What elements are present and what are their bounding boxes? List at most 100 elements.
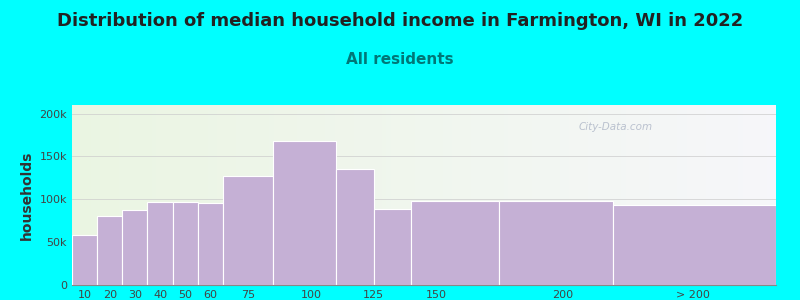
Bar	[194, 105, 198, 285]
Bar	[743, 105, 748, 285]
Bar	[110, 105, 114, 285]
Bar	[630, 105, 635, 285]
Bar	[288, 105, 293, 285]
Bar	[265, 105, 269, 285]
Bar	[640, 105, 645, 285]
Bar	[122, 210, 147, 285]
Bar	[157, 105, 161, 285]
Bar	[185, 105, 190, 285]
Bar	[236, 105, 241, 285]
Bar	[218, 105, 222, 285]
Bar	[175, 105, 180, 285]
Bar	[499, 201, 613, 285]
Bar	[82, 105, 86, 285]
Bar	[306, 105, 311, 285]
Bar	[738, 105, 743, 285]
Bar	[222, 105, 227, 285]
Bar	[190, 105, 194, 285]
Bar	[90, 105, 95, 285]
Bar	[682, 105, 687, 285]
Bar	[173, 202, 198, 285]
Bar	[293, 105, 298, 285]
Bar	[166, 105, 170, 285]
Bar	[411, 201, 499, 285]
Bar	[504, 105, 509, 285]
Bar	[86, 105, 90, 285]
Bar	[602, 105, 607, 285]
Bar	[255, 105, 260, 285]
Bar	[203, 105, 208, 285]
Bar	[330, 105, 335, 285]
Bar	[161, 105, 166, 285]
Bar	[715, 105, 720, 285]
Bar	[734, 105, 738, 285]
Bar	[621, 105, 626, 285]
Text: Distribution of median household income in Farmington, WI in 2022: Distribution of median household income …	[57, 12, 743, 30]
Bar	[368, 105, 372, 285]
Bar	[170, 105, 175, 285]
Bar	[241, 105, 246, 285]
Bar	[678, 105, 682, 285]
Bar	[442, 105, 447, 285]
Bar	[565, 105, 570, 285]
Bar	[570, 105, 574, 285]
Bar	[429, 105, 434, 285]
Bar	[72, 235, 97, 285]
Bar	[326, 105, 330, 285]
Bar	[753, 105, 758, 285]
Bar	[447, 105, 452, 285]
Bar	[311, 105, 316, 285]
Bar	[377, 105, 382, 285]
Bar	[213, 105, 218, 285]
Bar	[424, 105, 429, 285]
Bar	[339, 105, 344, 285]
Bar	[691, 105, 696, 285]
Bar	[246, 105, 250, 285]
Bar	[612, 105, 617, 285]
Bar	[152, 105, 157, 285]
Bar	[391, 105, 396, 285]
Bar	[579, 105, 583, 285]
Bar	[462, 105, 466, 285]
Y-axis label: households: households	[20, 150, 34, 240]
Bar	[358, 105, 363, 285]
Bar	[72, 105, 77, 285]
Bar	[527, 105, 532, 285]
Bar	[758, 105, 762, 285]
Bar	[480, 105, 485, 285]
Bar	[410, 105, 414, 285]
Bar	[434, 105, 438, 285]
Bar	[476, 105, 480, 285]
Bar	[97, 216, 122, 285]
Bar	[147, 105, 152, 285]
Bar	[668, 105, 673, 285]
Bar	[509, 105, 513, 285]
Bar	[198, 105, 203, 285]
Bar	[419, 105, 424, 285]
Bar	[546, 105, 550, 285]
Bar	[223, 176, 273, 285]
Bar	[95, 105, 100, 285]
Bar	[77, 105, 82, 285]
Bar	[593, 105, 598, 285]
Text: All residents: All residents	[346, 52, 454, 68]
Bar	[771, 105, 776, 285]
Bar	[180, 105, 185, 285]
Bar	[588, 105, 593, 285]
Bar	[687, 105, 691, 285]
Bar	[336, 169, 374, 285]
Bar	[710, 105, 715, 285]
Bar	[494, 105, 499, 285]
Bar	[696, 105, 701, 285]
Bar	[471, 105, 476, 285]
Bar	[250, 105, 255, 285]
Bar	[283, 105, 288, 285]
Bar	[302, 105, 306, 285]
Bar	[133, 105, 138, 285]
Bar	[762, 105, 766, 285]
Bar	[260, 105, 265, 285]
Bar	[706, 105, 710, 285]
Bar	[105, 105, 110, 285]
Bar	[198, 203, 223, 285]
Bar	[598, 105, 602, 285]
